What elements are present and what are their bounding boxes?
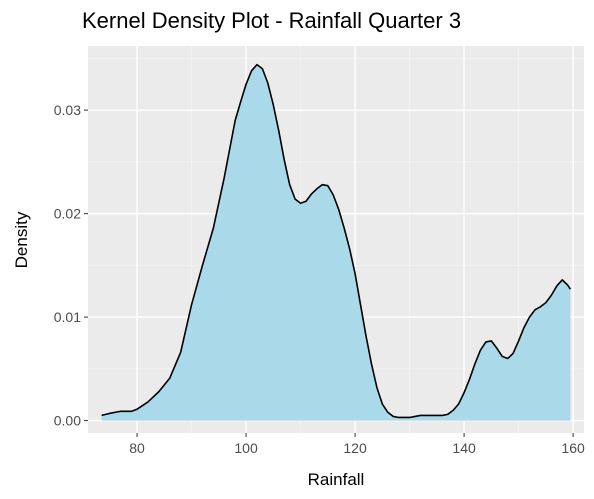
x-tick-label: 80 [129, 440, 145, 456]
y-tick-label: 0.00 [54, 413, 81, 429]
density-line [101, 63, 572, 419]
x-axis-title: Rainfall [308, 470, 365, 489]
x-tick-label: 100 [234, 440, 258, 456]
y-tick-label: 0.02 [54, 206, 81, 222]
area-layer [101, 63, 572, 421]
x-tick-label: 140 [452, 440, 476, 456]
x-tick-label: 120 [343, 440, 367, 456]
y-tick-label: 0.01 [54, 309, 81, 325]
x-axis: 80 100 120 140 160 [129, 433, 585, 456]
density-area [101, 64, 571, 421]
chart-title: Kernel Density Plot - Rainfall Quarter 3 [82, 8, 462, 33]
y-axis-title: Density [12, 211, 31, 268]
y-tick-label: 0.03 [54, 102, 81, 118]
x-tick-label: 160 [561, 440, 585, 456]
y-axis: 0.00 0.01 0.02 0.03 [54, 102, 88, 429]
